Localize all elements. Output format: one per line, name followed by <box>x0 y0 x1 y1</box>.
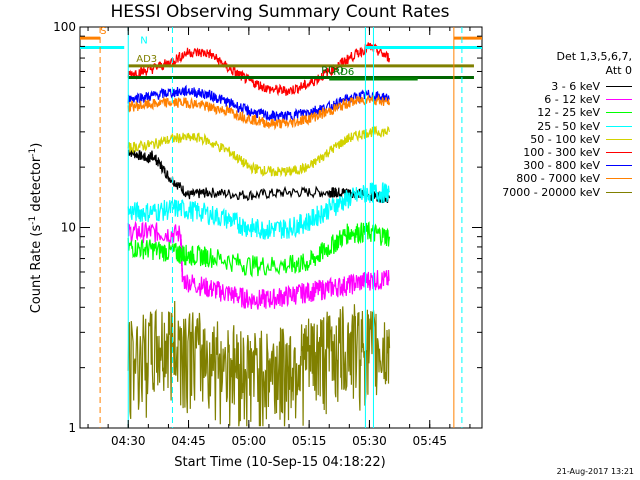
x-tick-label-4: 05:30 <box>352 434 387 448</box>
y-tick-label-2: 100 <box>53 20 76 34</box>
series-line-3 <box>127 182 391 240</box>
legend-swatch <box>606 191 632 193</box>
legend-swatch <box>606 152 632 154</box>
legend-swatch <box>606 138 632 140</box>
x-tick-label-5: 05:45 <box>412 434 447 448</box>
legend-entry-label: 25 - 50 keV <box>537 119 600 133</box>
series-line-0 <box>127 148 391 204</box>
series-line-7 <box>127 94 391 131</box>
y-tick-label-1: 10 <box>61 221 76 235</box>
legend-entry-label: 50 - 100 keV <box>530 132 600 146</box>
legend: 3 - 6 keV 6 - 12 keV 12 - 25 keV 25 - 50 ke… <box>502 80 632 199</box>
legend-swatch <box>606 178 632 180</box>
flag-label-ad3: AD3 <box>136 54 157 65</box>
series-line-5 <box>127 42 391 97</box>
legend-swatch <box>606 125 632 127</box>
series-line-8 <box>127 300 391 427</box>
y-tick-label-0: 1 <box>68 421 76 435</box>
legend-entry: 800 - 7000 keV <box>502 172 632 185</box>
legend-entry-label: 7000 - 20000 keV <box>502 185 600 199</box>
legend-swatch <box>606 165 632 167</box>
legend-swatch <box>606 112 632 114</box>
legend-entry-label: 6 - 12 keV <box>544 93 600 107</box>
vertical-markers <box>99 27 463 428</box>
legend-entry: 12 - 25 keV <box>502 106 632 119</box>
legend-swatch <box>606 99 632 101</box>
series-line-1 <box>127 220 390 310</box>
legend-header-line-1: Det 1,3,5,6,7, <box>556 50 632 63</box>
chart-title: HESSI Observing Summary Count Rates <box>110 2 450 22</box>
legend-entry: 300 - 800 keV <box>502 159 632 172</box>
x-tick-label-3: 05:15 <box>292 434 327 448</box>
flag-label-n: N <box>140 36 147 47</box>
series-lines <box>127 42 391 427</box>
x-tick-label-0: 04:30 <box>111 434 146 448</box>
x-tick-label-1: 04:45 <box>171 434 206 448</box>
flag-label-rd6: RD6 <box>333 67 354 78</box>
legend-entry-label: 100 - 300 keV <box>523 145 600 159</box>
legend-swatch <box>606 86 632 88</box>
legend-entry: 7000 - 20000 keV <box>502 186 632 199</box>
legend-entry: 50 - 100 keV <box>502 133 632 146</box>
timestamp: 21-Aug-2017 13:21 <box>556 467 634 476</box>
legend-entry-label: 300 - 800 keV <box>523 159 600 173</box>
x-tick-label-2: 05:00 <box>232 434 267 448</box>
legend-entry: 6 - 12 keV <box>502 93 632 106</box>
legend-header: Det 1,3,5,6,7, Att 0 <box>556 50 632 78</box>
flag-label-rdo: RDO <box>321 65 344 76</box>
series-line-4 <box>127 125 391 178</box>
legend-entry-label: 3 - 6 keV <box>551 80 600 93</box>
axes: 04:30 04:45 05:00 05:15 05:30 05:45 1 10 100 <box>53 20 482 448</box>
flag-label-s: S <box>100 26 106 37</box>
legend-entry-label: 800 - 7000 keV <box>516 172 600 186</box>
legend-entry: 100 - 300 keV <box>502 146 632 159</box>
legend-entry: 3 - 6 keV <box>502 80 632 93</box>
legend-entry: 25 - 50 keV <box>502 120 632 133</box>
series-line-6 <box>127 84 390 122</box>
x-axis-label: Start Time (10-Sep-15 04:18:22) <box>174 455 386 470</box>
legend-header-line-2: Att 0 <box>605 64 632 77</box>
y-axis-label: Count Rate (s-1 detector-1) <box>27 142 45 314</box>
legend-entry-label: 12 - 25 keV <box>537 106 600 120</box>
